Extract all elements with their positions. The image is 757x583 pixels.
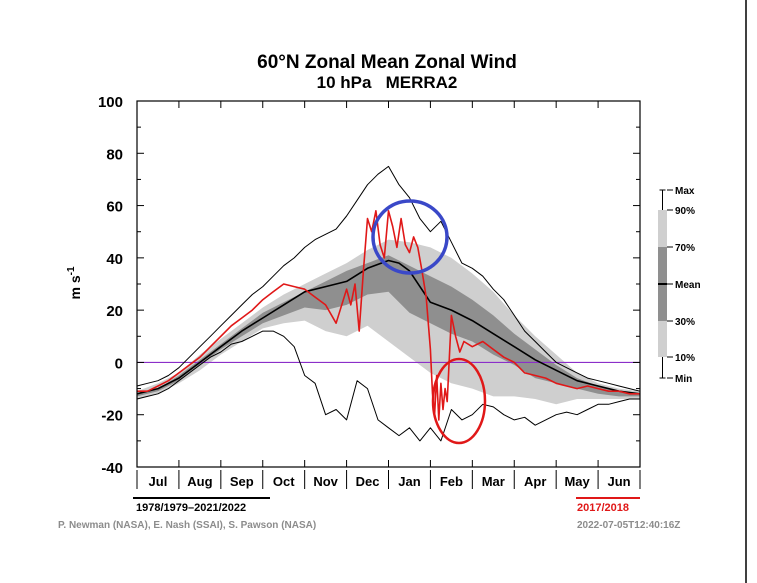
y-tick-label: 80 — [106, 146, 123, 163]
x-tick-label: Sep — [230, 474, 254, 489]
y-tick-label: 100 — [98, 94, 123, 111]
chart-title: 60°N Zonal Mean Zonal Wind — [257, 52, 517, 73]
legend-entry-label: 30% — [675, 317, 695, 328]
climatology-label: 1978/1979–2021/2022 — [136, 502, 246, 514]
x-tick-label: May — [564, 474, 590, 489]
y-tick-label: 0 — [115, 355, 123, 372]
year-2017-2018-line — [137, 210, 640, 421]
chart-subtitle: 10 hPa MERRA2 — [317, 73, 458, 92]
timestamp-text: 2022-07-05T12:40:16Z — [577, 520, 680, 531]
x-tick-label: Jan — [398, 474, 420, 489]
x-tick-label: Jul — [149, 474, 168, 489]
mean-line — [136, 259, 641, 395]
max-line — [136, 165, 641, 392]
red-highlight-circle — [431, 357, 487, 445]
x-tick-label: Apr — [524, 474, 546, 489]
year-label: 2017/2018 — [577, 502, 629, 514]
y-tick-label: -20 — [101, 408, 123, 425]
y-tick-label: -40 — [101, 460, 123, 477]
band-30-70 — [137, 255, 640, 397]
credit-text: P. Newman (NASA), E. Nash (SSAI), S. Paw… — [58, 520, 316, 531]
x-tick-label: Dec — [356, 474, 380, 489]
x-tick-label: Jun — [607, 474, 630, 489]
y-tick-label: 60 — [106, 199, 123, 216]
legend-entry-label: Mean — [675, 280, 701, 291]
tick-labels: -40 -20 0 20 40 60 80 100 Jul Aug Sep Oct Nov Dec Jan F… — [98, 94, 631, 489]
x-tick-label: Aug — [187, 474, 212, 489]
legend-entry-label: Max — [675, 186, 695, 197]
x-tick-label: Oct — [273, 474, 295, 489]
min-line — [136, 330, 640, 442]
legend-band-lower — [658, 321, 667, 357]
y-axis-label: m s-1 — [66, 266, 83, 299]
legend-entry-label: Min — [675, 374, 692, 385]
blue-highlight-circle — [371, 199, 449, 275]
y-tick-label: 20 — [106, 303, 123, 320]
legend-band-upper — [658, 210, 667, 247]
legend-entry-label: 70% — [675, 243, 695, 254]
y-tick-label: 40 — [106, 251, 123, 268]
x-tick-label: Nov — [313, 474, 338, 489]
legend-entry-label: 90% — [675, 206, 695, 217]
x-tick-label: Mar — [482, 474, 505, 489]
legend: Max 90% 70% Mean 30% 10% Min — [658, 186, 701, 385]
series-lines — [136, 165, 641, 442]
axes — [136, 100, 641, 489]
legend-entry-label: 10% — [675, 353, 695, 364]
x-tick-label: Feb — [440, 474, 463, 489]
